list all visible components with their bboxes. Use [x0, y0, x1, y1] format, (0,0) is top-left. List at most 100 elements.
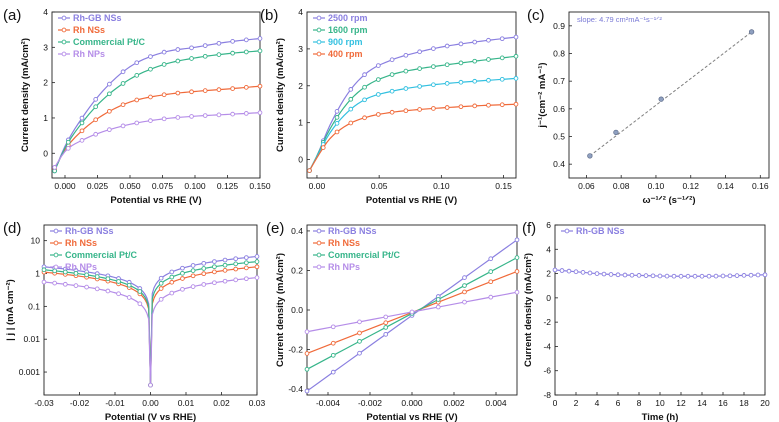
- data-point: [180, 286, 185, 292]
- data-point: [320, 145, 326, 150]
- data-point: [348, 120, 354, 126]
- legend-label: Rh NPs: [328, 262, 360, 272]
- chart-panel: 0 2 4 6 8 10 12 14 16 18 20 -8 -6 -4 -2 0 2 4 6 Time (h) Cur…: [522, 220, 770, 422]
- data-point: [243, 111, 249, 116]
- data-point: [357, 339, 362, 344]
- legend-label: Rh NSs: [73, 25, 105, 35]
- data-point: [230, 86, 235, 91]
- data-point: [222, 268, 228, 273]
- data-point: [499, 76, 505, 82]
- y-tick-label: -0.4: [288, 384, 303, 394]
- data-point: [137, 301, 143, 307]
- y-tick-label: 0.4: [291, 226, 303, 236]
- data-point: [189, 89, 194, 95]
- y-tick-label: 2: [298, 81, 303, 91]
- data-point: [79, 120, 85, 126]
- y-tick-label: 3: [298, 44, 303, 54]
- y-tick-label: 0.8: [553, 49, 565, 59]
- data-point: [692, 273, 698, 279]
- data-point: [334, 129, 340, 135]
- plot-frame: [51, 11, 261, 179]
- data-point: [216, 40, 222, 46]
- data-point: [643, 273, 649, 278]
- y-tick-label: -0.2: [288, 345, 303, 355]
- data-point: [93, 97, 99, 102]
- data-point: [462, 275, 467, 280]
- data-point: [514, 255, 520, 260]
- series-line: [54, 50, 261, 172]
- data-point: [244, 276, 249, 282]
- plot-frame: [568, 11, 770, 179]
- data-point: [720, 273, 726, 279]
- x-tick-label: 0.075: [152, 181, 174, 191]
- data-point: [748, 272, 754, 278]
- data-point: [671, 273, 677, 279]
- legend-marker: [316, 39, 322, 45]
- panel-letter: (b): [260, 7, 278, 24]
- y-axis-title: Current density (mA/cm²): [20, 38, 31, 152]
- data-point: [244, 255, 249, 260]
- data-point: [93, 117, 99, 123]
- data-point: [304, 351, 310, 356]
- data-point: [431, 64, 436, 69]
- data-point: [706, 273, 712, 279]
- data-point: [678, 273, 684, 279]
- data-point: [243, 85, 249, 90]
- data-point: [357, 319, 362, 325]
- data-point: [62, 281, 68, 287]
- data-point: [748, 29, 755, 35]
- data-point: [254, 275, 260, 280]
- x-tick-label: 0.01: [178, 398, 195, 408]
- data-point: [713, 273, 719, 279]
- x-tick-label: 0.08: [613, 181, 630, 191]
- data-point: [257, 110, 263, 116]
- data-point: [458, 41, 464, 47]
- data-point: [357, 350, 362, 356]
- y-tick-label: 6: [546, 220, 551, 230]
- data-point: [202, 88, 208, 93]
- plot-frame: [306, 11, 517, 179]
- data-point: [202, 53, 208, 59]
- data-point: [190, 263, 196, 268]
- x-tick-label: 16: [718, 398, 728, 408]
- data-point: [161, 62, 167, 67]
- data-point: [762, 272, 768, 278]
- x-tick-label: 8: [637, 398, 642, 408]
- x-tick-label: -0.01: [105, 398, 125, 408]
- data-point: [375, 92, 381, 97]
- slope-annotation: slope: 4.79 cm²mA⁻¹s⁻¹ᐟ²: [577, 15, 662, 24]
- data-point: [514, 269, 520, 274]
- data-point: [201, 266, 207, 271]
- data-point: [622, 272, 628, 278]
- data-point: [126, 282, 132, 288]
- data-point: [254, 259, 260, 264]
- data-point: [348, 96, 354, 102]
- data-point: [486, 57, 491, 62]
- data-point: [431, 82, 436, 88]
- data-point: [444, 81, 450, 86]
- data-point: [444, 62, 450, 68]
- data-point: [189, 114, 194, 119]
- legend-marker: [53, 252, 59, 258]
- data-point: [41, 267, 47, 273]
- data-point: [202, 43, 208, 48]
- data-point: [120, 81, 126, 86]
- data-point: [158, 296, 164, 302]
- x-tick-label: 0.14: [717, 181, 734, 191]
- data-point: [488, 256, 494, 262]
- x-axis-title: Potential vs RHE (V): [366, 195, 457, 206]
- data-point: [658, 96, 664, 102]
- data-point: [741, 273, 747, 278]
- legend-marker: [61, 39, 67, 45]
- data-point: [180, 265, 185, 271]
- data-point: [230, 50, 235, 56]
- data-point: [330, 352, 336, 358]
- chart-panel: 0.06 0.08 0.10 0.12 0.14 0.16 0.4 0.5 0.6 0.7 0.8 0…: [527, 7, 770, 206]
- data-point: [201, 282, 207, 287]
- y-axis-title: j⁻¹(cm⁻² mA⁻¹): [537, 62, 548, 128]
- y-tick-label: 0: [298, 155, 303, 165]
- data-point: [222, 257, 228, 263]
- x-tick-label: 0.10: [648, 181, 665, 191]
- data-point: [84, 272, 89, 278]
